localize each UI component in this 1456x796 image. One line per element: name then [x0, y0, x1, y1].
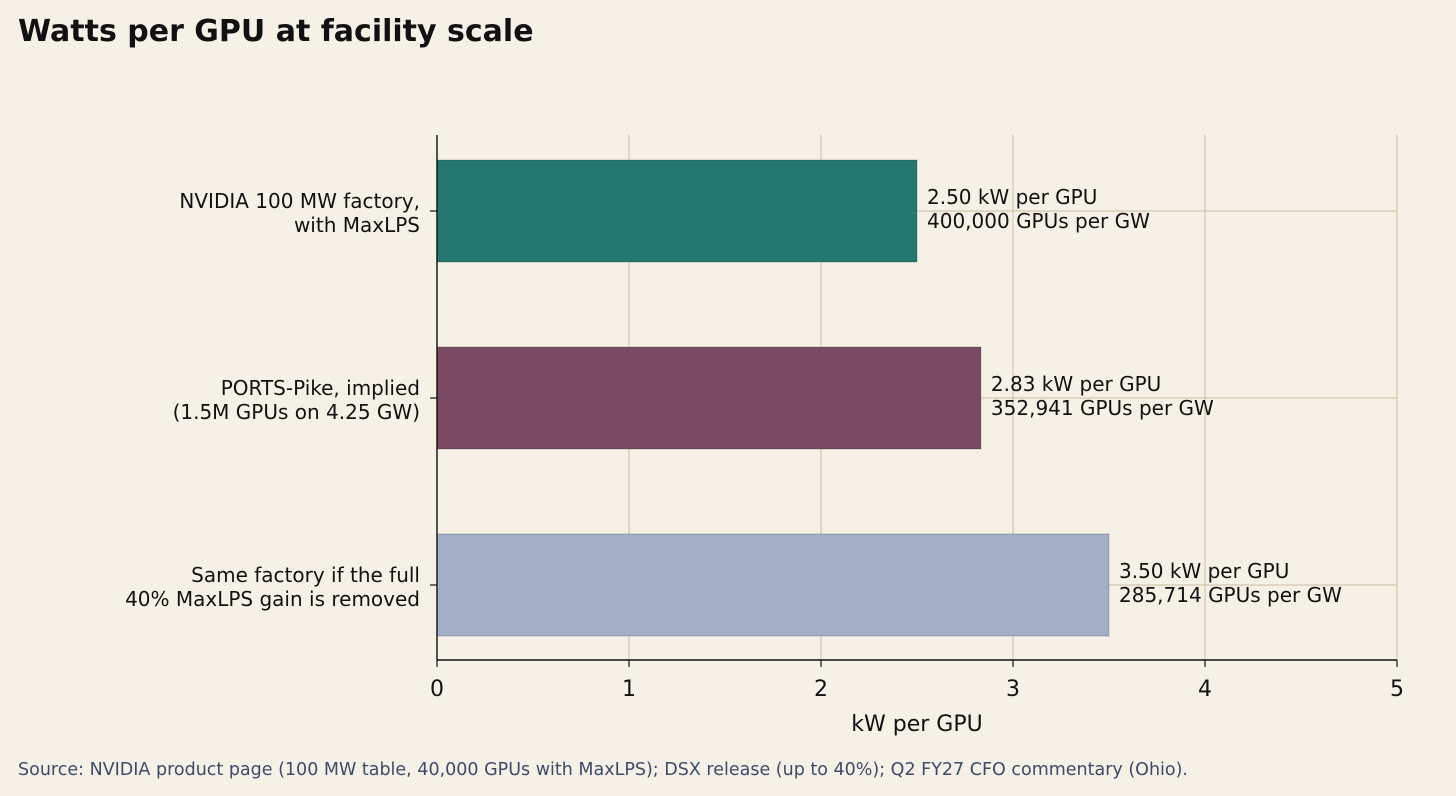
category-label-0: NVIDIA 100 MW factory, with MaxLPS — [179, 189, 420, 237]
labels: NVIDIA 100 MW factory, with MaxLPS 2.50 kW… — [125, 185, 1404, 702]
x-tick-label-2: 2 — [814, 677, 828, 702]
x-tick-label-4: 4 — [1198, 677, 1212, 702]
axes — [430, 135, 1398, 667]
x-tick-label-1: 1 — [622, 677, 636, 702]
chart-title: Watts per GPU at facility scale — [18, 14, 534, 49]
bars — [436, 159, 1110, 637]
x-axis-label: kW per GPU — [851, 712, 982, 737]
x-tick-label-0: 0 — [430, 677, 444, 702]
bar-1 — [436, 346, 982, 450]
x-tick-label-3: 3 — [1006, 677, 1020, 702]
data-label-0: 2.50 kW per GPU 400,000 GPUs per GW — [927, 185, 1150, 233]
data-label-2: 3.50 kW per GPU 285,714 GPUs per GW — [1119, 559, 1342, 607]
source-note: Source: NVIDIA product page (100 MW tabl… — [18, 760, 1188, 780]
bar-2 — [436, 533, 1110, 637]
x-tick-label-5: 5 — [1390, 677, 1404, 702]
bar-0 — [436, 159, 918, 263]
category-label-1: PORTS-Pike, implied (1.5M GPUs on 4.25 GW… — [173, 376, 420, 424]
category-label-2: Same factory if the full 40% MaxLPS gain … — [125, 563, 420, 611]
data-label-1: 2.83 kW per GPU 352,941 GPUs per GW — [991, 372, 1214, 420]
